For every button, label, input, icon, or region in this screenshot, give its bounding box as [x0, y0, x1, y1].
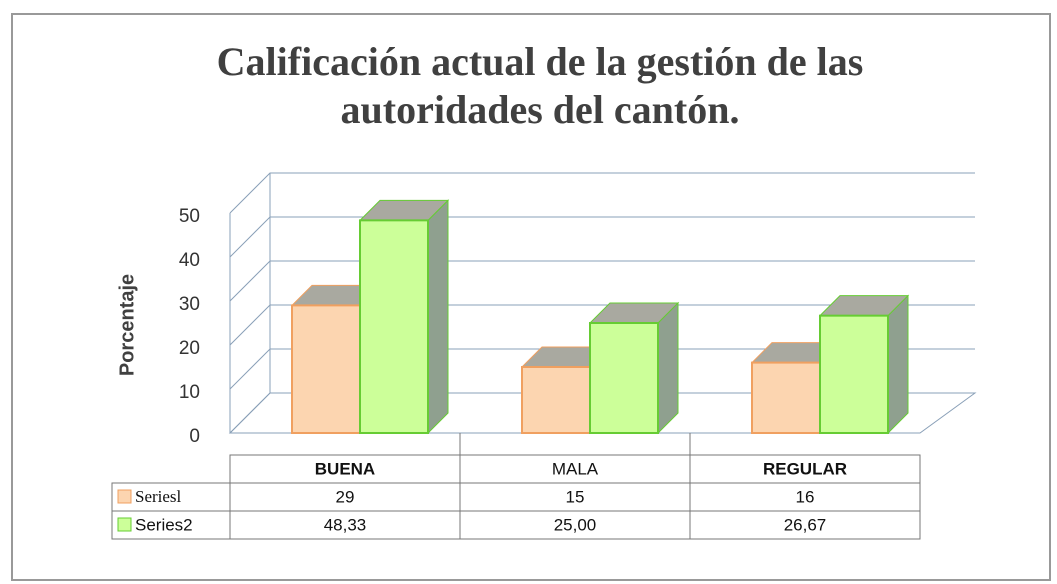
- bar: [291, 304, 361, 434]
- bar-side: [427, 199, 449, 435]
- x-tick-label: BUENA: [315, 459, 375, 478]
- legend-label: Seriesl: [135, 487, 182, 506]
- bar: [521, 366, 591, 434]
- bar: [751, 361, 821, 435]
- x-tick-label: REGULAR: [763, 459, 847, 478]
- bar-side: [887, 294, 909, 435]
- bar: [359, 219, 429, 434]
- data-label: 48,33: [324, 515, 367, 534]
- data-label: 25,00: [554, 515, 597, 534]
- grid-line: [229, 348, 975, 390]
- bar: [819, 314, 889, 435]
- y-tick-label: 50: [179, 206, 200, 227]
- y-tick-label: 40: [179, 250, 200, 271]
- legend-label: Series2: [135, 515, 193, 534]
- data-label: 15: [566, 487, 585, 506]
- grid-line: [229, 216, 975, 258]
- data-label: 16: [796, 487, 815, 506]
- data-label: 29: [336, 487, 355, 506]
- grid-line: [229, 260, 975, 302]
- x-tick-label: MALA: [552, 459, 599, 478]
- y-tick-label: 10: [179, 382, 200, 403]
- y-axis-label: Porcentaje: [116, 274, 138, 376]
- y-tick-label: 20: [179, 338, 200, 359]
- bar-side: [657, 301, 679, 435]
- grid-line: [229, 304, 975, 346]
- grid-line: [229, 392, 975, 434]
- y-tick-label: 30: [179, 294, 200, 315]
- bar: [589, 322, 659, 434]
- y-tick-label: 0: [189, 426, 200, 447]
- legend-swatch: [117, 489, 132, 504]
- legend-swatch: [117, 517, 132, 532]
- grid-line: [229, 172, 975, 214]
- chart-title: Calificación actual de la gestión de las…: [216, 39, 864, 132]
- data-label: 26,67: [784, 515, 827, 534]
